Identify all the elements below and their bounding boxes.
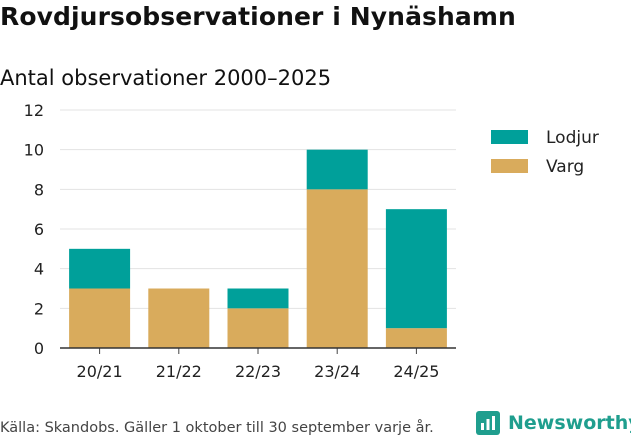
x-tick-label: 20/21 xyxy=(77,362,123,381)
legend-swatch-lodjur xyxy=(491,130,528,144)
y-tick-label: 2 xyxy=(34,299,44,318)
brand-name: Newsworthy xyxy=(508,412,631,434)
x-tick-label: 22/23 xyxy=(235,362,281,381)
legend-label-lodjur: Lodjur xyxy=(546,128,599,148)
y-tick-label: 12 xyxy=(24,101,44,120)
chart-subtitle: Antal observationer 2000–2025 xyxy=(0,66,332,90)
x-tick-label: 24/25 xyxy=(393,362,439,381)
y-tick-label: 8 xyxy=(34,180,44,199)
bar-lodjur xyxy=(306,149,368,190)
x-tick-label: 23/24 xyxy=(314,362,360,381)
bar-varg xyxy=(69,288,131,348)
x-tick-label: 21/22 xyxy=(156,362,202,381)
y-tick-label: 0 xyxy=(34,339,44,358)
bar-varg xyxy=(306,189,368,348)
y-tick-label: 4 xyxy=(34,260,44,279)
y-tick-label: 6 xyxy=(34,220,44,239)
legend-swatch-varg xyxy=(491,159,528,173)
y-tick-label: 10 xyxy=(24,141,44,160)
bar-lodjur xyxy=(69,248,131,289)
bar-chart-icon xyxy=(476,411,500,435)
bar-lodjur xyxy=(227,288,289,309)
newsworthy-logo[interactable]: Newsworthy xyxy=(476,408,631,438)
legend-label-varg: Varg xyxy=(546,157,584,177)
bar-varg xyxy=(148,288,210,348)
bar-varg xyxy=(227,308,289,348)
bar-lodjur xyxy=(385,209,447,329)
chart-title: Rovdjursobservationer i Nynäshamn xyxy=(0,2,516,31)
source-note: Källa: Skandobs. Gäller 1 oktober till 3… xyxy=(0,420,434,436)
bar-varg xyxy=(385,328,447,348)
